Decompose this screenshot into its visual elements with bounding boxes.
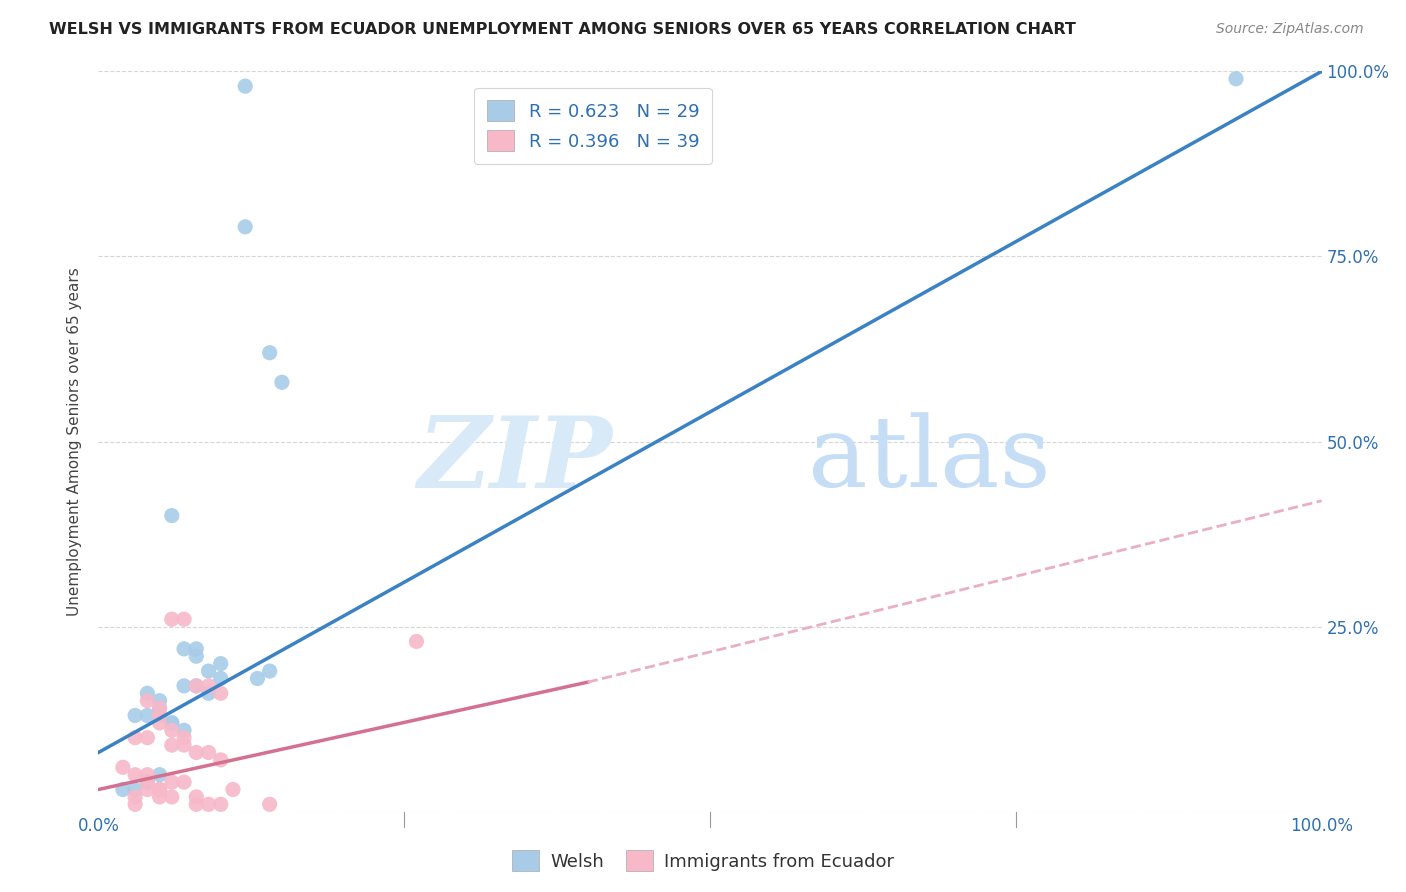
Point <box>149 767 172 781</box>
Point <box>136 686 159 700</box>
Point <box>222 782 245 797</box>
Point <box>233 79 256 94</box>
Point <box>111 782 134 797</box>
Point <box>173 738 195 752</box>
Point <box>149 701 172 715</box>
Text: WELSH VS IMMIGRANTS FROM ECUADOR UNEMPLOYMENT AMONG SENIORS OVER 65 YEARS CORREL: WELSH VS IMMIGRANTS FROM ECUADOR UNEMPLO… <box>49 22 1076 37</box>
Point <box>124 797 146 812</box>
Point <box>136 775 159 789</box>
Point <box>173 723 195 738</box>
Point <box>197 797 219 812</box>
Point <box>186 679 208 693</box>
Point <box>124 789 146 804</box>
Point <box>160 775 183 789</box>
Point <box>197 679 219 693</box>
Point <box>124 731 146 745</box>
Point <box>209 686 232 700</box>
Text: ZIP: ZIP <box>418 412 612 508</box>
Point <box>270 376 294 390</box>
Point <box>209 657 232 671</box>
Point <box>160 738 183 752</box>
Point <box>136 767 159 781</box>
Point <box>149 708 172 723</box>
Point <box>136 694 159 708</box>
Point <box>149 789 172 804</box>
Point <box>209 753 232 767</box>
Point <box>173 612 195 626</box>
Point <box>209 672 232 686</box>
Point <box>173 679 195 693</box>
Legend: Welsh, Immigrants from Ecuador: Welsh, Immigrants from Ecuador <box>505 843 901 879</box>
Point <box>149 782 172 797</box>
Text: atlas: atlas <box>808 412 1050 508</box>
Point <box>149 782 172 797</box>
Point <box>186 789 208 804</box>
Point <box>186 746 208 760</box>
Point <box>209 797 232 812</box>
Point <box>197 746 219 760</box>
Point <box>111 760 134 774</box>
Point <box>259 345 281 359</box>
Point <box>136 708 159 723</box>
Point <box>233 219 256 234</box>
Point <box>259 664 281 678</box>
Point <box>246 672 269 686</box>
Point <box>136 731 159 745</box>
Point <box>124 767 146 781</box>
Legend: R = 0.623   N = 29, R = 0.396   N = 39: R = 0.623 N = 29, R = 0.396 N = 39 <box>474 87 711 164</box>
Point <box>124 782 146 797</box>
Point <box>160 508 183 523</box>
Point <box>173 775 195 789</box>
Point <box>259 797 281 812</box>
Point <box>136 782 159 797</box>
Point <box>149 782 172 797</box>
Point <box>160 715 183 730</box>
Text: Source: ZipAtlas.com: Source: ZipAtlas.com <box>1216 22 1364 37</box>
Point <box>405 634 427 648</box>
Point <box>149 694 172 708</box>
Point <box>136 775 159 789</box>
Point <box>1225 71 1247 86</box>
Point <box>197 664 219 678</box>
Point <box>173 731 195 745</box>
Point <box>149 715 172 730</box>
Point <box>160 789 183 804</box>
Point <box>160 723 183 738</box>
Point <box>173 641 195 656</box>
Point <box>160 715 183 730</box>
Point <box>186 797 208 812</box>
Point <box>124 708 146 723</box>
Y-axis label: Unemployment Among Seniors over 65 years: Unemployment Among Seniors over 65 years <box>67 268 83 615</box>
Point <box>186 641 208 656</box>
Point <box>186 649 208 664</box>
Point <box>160 612 183 626</box>
Point <box>197 686 219 700</box>
Point <box>186 679 208 693</box>
Point <box>149 701 172 715</box>
